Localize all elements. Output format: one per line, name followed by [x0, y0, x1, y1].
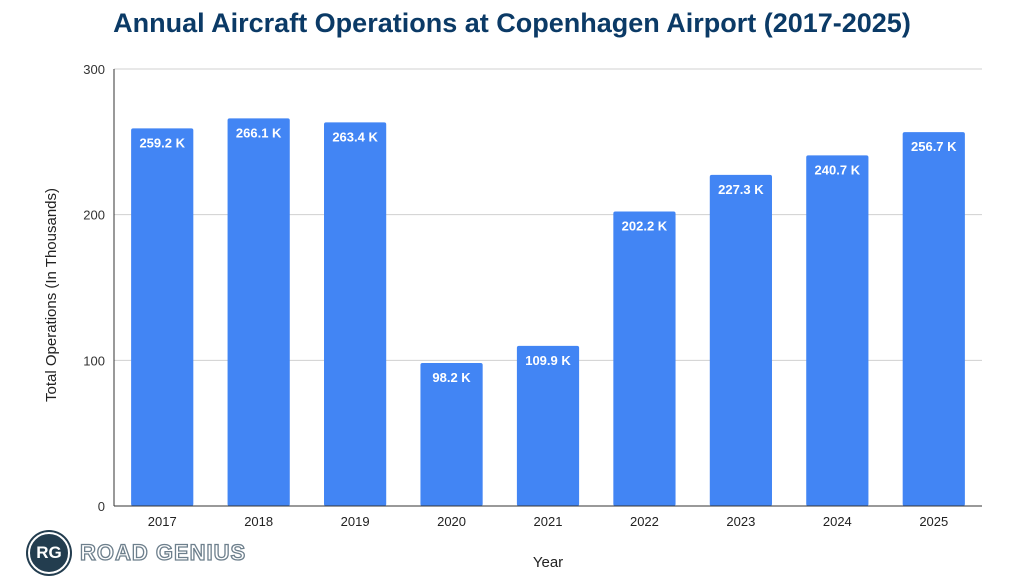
bar-2025	[902, 132, 965, 506]
x-tick-label: 2022	[630, 514, 659, 529]
bar-2021	[516, 345, 580, 506]
road-genius-logo: RG ROAD GENIUS	[28, 532, 246, 574]
y-axis-label: Total Operations (In Thousands)	[43, 188, 60, 402]
x-tick-label: 2024	[823, 514, 852, 529]
data-label: 227.3 K	[718, 182, 764, 197]
bar-2020	[420, 362, 483, 506]
data-label: 256.7 K	[911, 139, 957, 154]
bars	[131, 118, 965, 507]
bar-2019	[324, 122, 387, 507]
data-label: 240.7 K	[815, 162, 861, 177]
data-label: 98.2 K	[432, 370, 471, 385]
y-tick-label: 0	[98, 499, 105, 514]
y-tick-label: 300	[83, 62, 105, 77]
data-label: 109.9 K	[525, 353, 571, 368]
data-label: 263.4 K	[332, 129, 378, 144]
data-label: 259.2 K	[139, 135, 185, 150]
x-tick-label: 2019	[341, 514, 370, 529]
x-tick-label: 2025	[919, 514, 948, 529]
bar-2024	[806, 155, 869, 506]
x-tick-label: 2017	[148, 514, 177, 529]
bar-2022	[613, 211, 676, 506]
x-tick-label: 2018	[244, 514, 273, 529]
bar-2018	[227, 118, 290, 507]
logo-text: ROAD GENIUS	[79, 539, 247, 565]
data-label: 266.1 K	[236, 125, 282, 140]
axes: 0 100 200 300 2017 2018 2019 2020 2021 2022 2023 20…	[83, 62, 982, 529]
x-tick-label: 2023	[726, 514, 755, 529]
bar-2017	[131, 128, 194, 506]
y-tick-label: 100	[83, 353, 105, 368]
x-tick-label: 2021	[534, 514, 563, 529]
bar-2023	[709, 174, 772, 507]
data-labels: 259.2 K 266.1 K 263.4 K 98.2 K 109.9 K 202.2 …	[139, 125, 957, 385]
x-tick-label: 2020	[437, 514, 466, 529]
logo-icon: RG	[28, 532, 70, 574]
y-tick-label: 200	[83, 208, 105, 223]
data-label: 202.2 K	[622, 218, 668, 233]
chart-title: Annual Aircraft Operations at Copenhagen…	[113, 8, 911, 38]
x-axis-label: Year	[533, 554, 563, 571]
